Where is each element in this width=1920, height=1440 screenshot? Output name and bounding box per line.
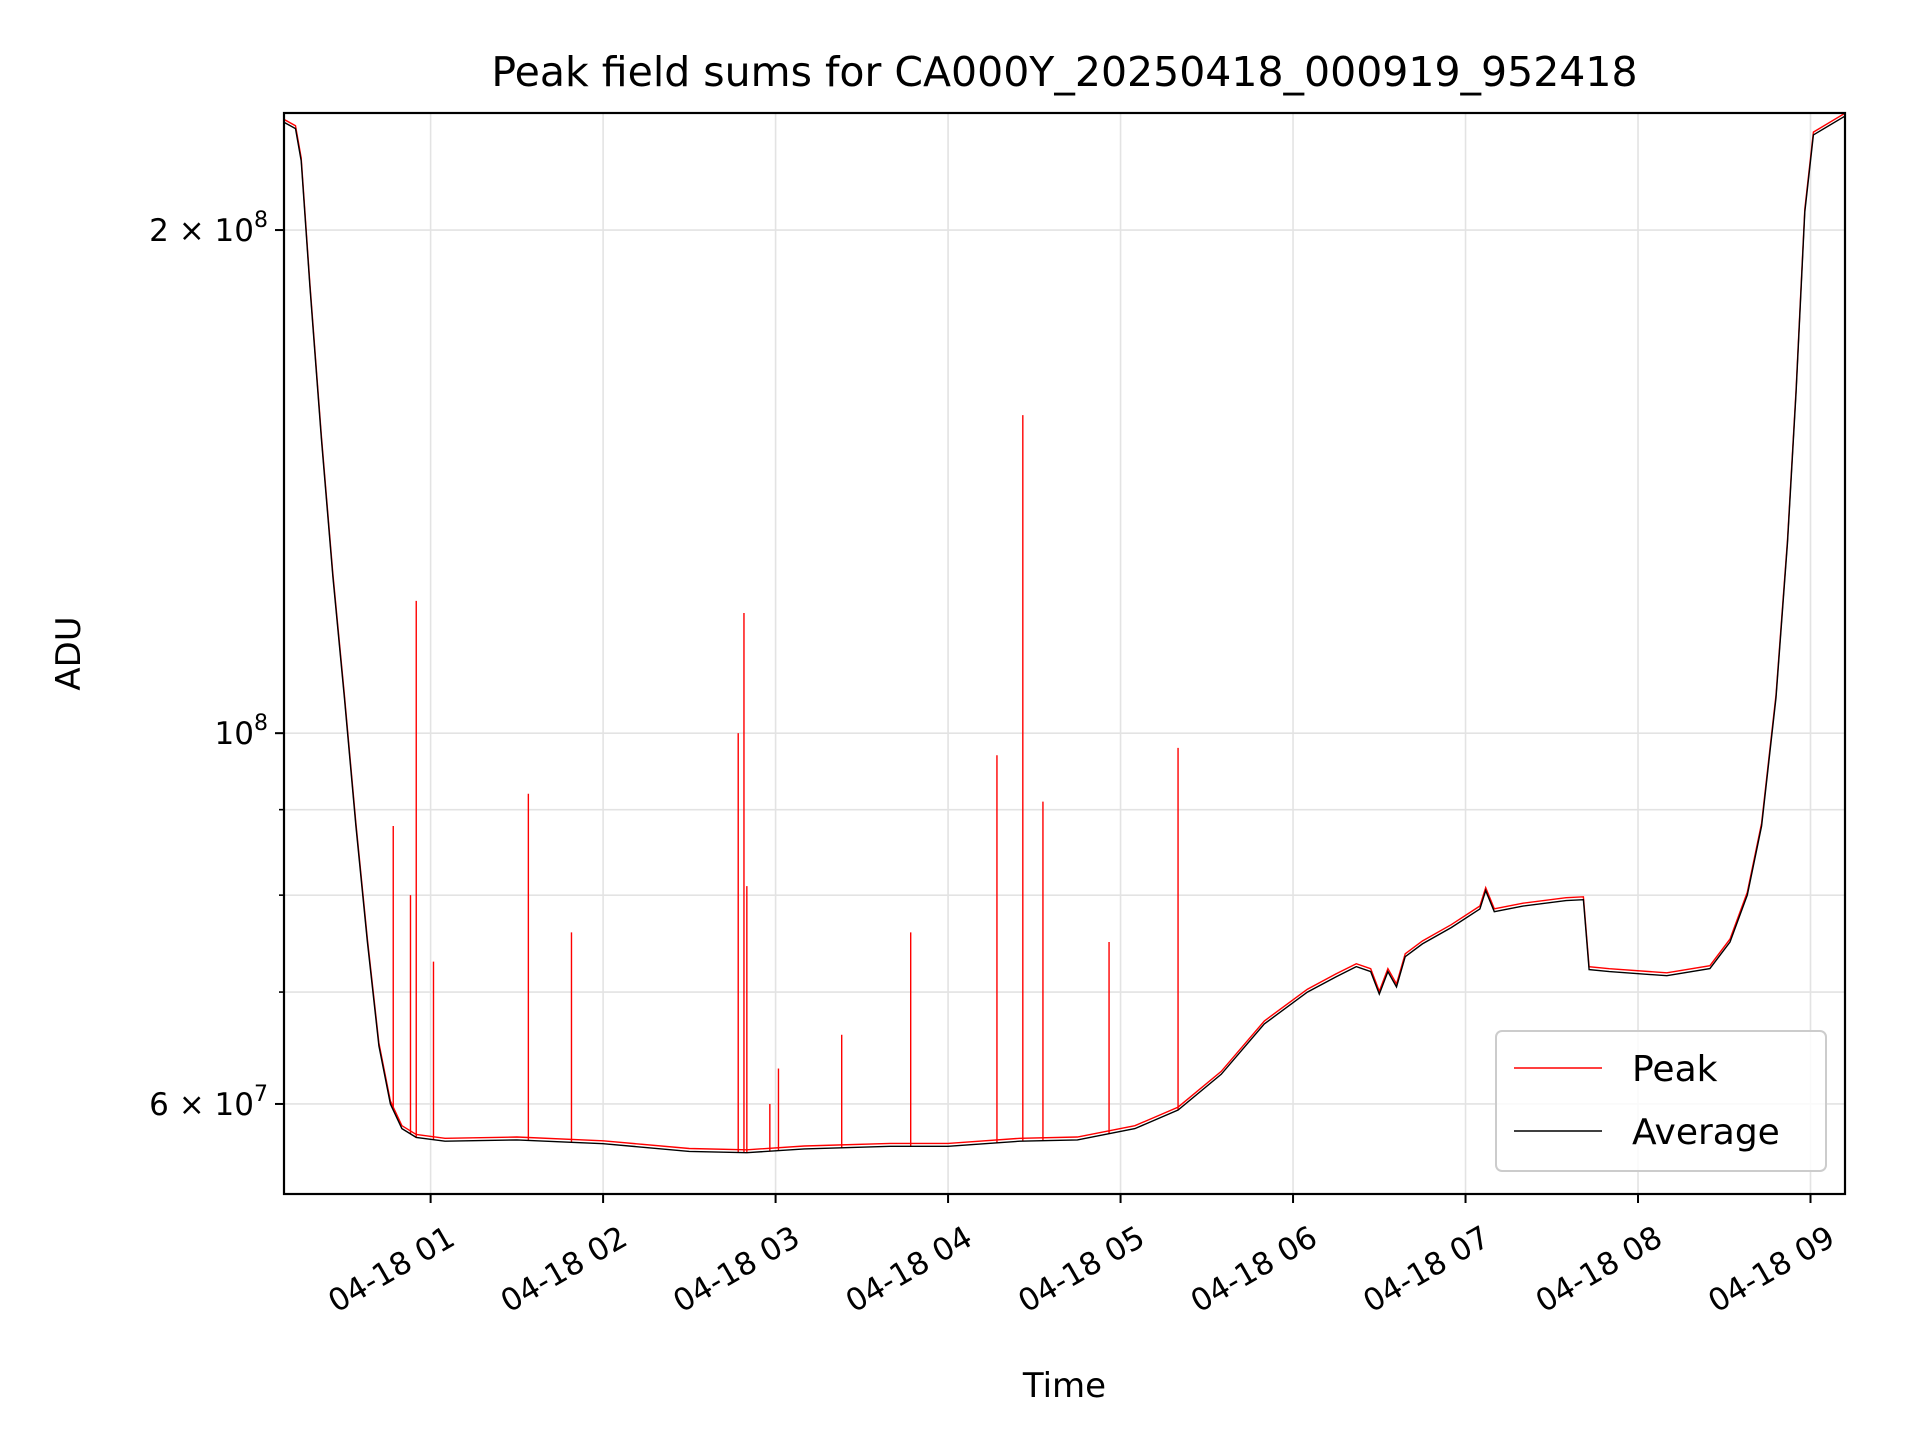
series-average-line [284, 115, 1845, 1154]
y-tick-label: 6 × 107 [149, 1082, 268, 1123]
y-axis: 6 × 107 108 2 × 108 [149, 208, 284, 1123]
chart-title: Peak field sums for CA000Y_20250418_0009… [491, 48, 1637, 96]
y-axis-label: ADU [49, 616, 89, 690]
plot-area [284, 113, 1845, 1154]
legend-box [1495, 1030, 1827, 1172]
legend-label-average: Average [1632, 1112, 1780, 1153]
legend-label-peak: Peak [1632, 1049, 1718, 1090]
plot-frame [282, 111, 1847, 1196]
y-tick-label: 2 × 108 [149, 208, 268, 249]
legend: Peak Average [1495, 1030, 1827, 1172]
y-tick-label: 108 [215, 711, 268, 752]
series-group [284, 113, 1845, 1154]
x-axis-label: Time [1022, 1366, 1106, 1406]
